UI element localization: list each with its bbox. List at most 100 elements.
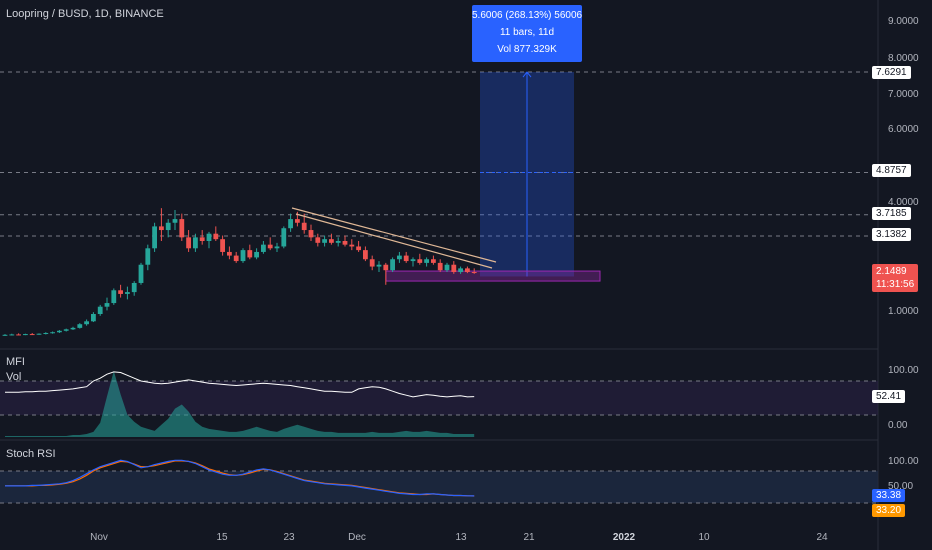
candle-body xyxy=(97,306,103,314)
candle-body xyxy=(363,250,368,260)
candle-body xyxy=(23,334,28,336)
candle-body xyxy=(206,233,212,241)
time-tick: Dec xyxy=(348,532,366,543)
candle-body xyxy=(315,237,321,243)
candle-body xyxy=(50,332,55,334)
stoch-tick: 50.00 xyxy=(888,481,914,492)
candle-body xyxy=(465,268,470,273)
price-scale[interactable]: 9.0000 8.0000 7.0000 6.0000 4.0000 1.000… xyxy=(878,0,932,550)
candle-body xyxy=(274,246,280,249)
projection-volume: Vol 877.329K xyxy=(497,44,557,55)
candle-body xyxy=(431,259,436,263)
mfi-line xyxy=(5,371,475,398)
candle-body xyxy=(159,226,164,231)
candle-body xyxy=(29,334,35,336)
candle-body xyxy=(403,255,409,262)
candle-body xyxy=(329,239,334,243)
candle-body xyxy=(288,219,293,229)
level-label: 3.1382 xyxy=(872,228,911,241)
candle-body xyxy=(301,222,307,231)
candle-body xyxy=(322,239,327,243)
price-tick: 4.0000 xyxy=(888,197,919,208)
candle-body xyxy=(335,241,341,243)
chart-title[interactable]: Loopring / BUSD, 1D, BINANCE xyxy=(6,8,164,20)
candle-body xyxy=(295,219,300,223)
candle-body xyxy=(36,333,42,335)
candle-body xyxy=(152,226,157,249)
candle-body xyxy=(376,264,382,267)
time-tick: 24 xyxy=(816,532,828,543)
support-zone-rect[interactable] xyxy=(385,270,601,282)
candle-body xyxy=(410,259,416,262)
stoch-k-value-label: 33.38 xyxy=(872,489,906,502)
candle-body xyxy=(91,314,96,322)
candle-body xyxy=(227,251,232,256)
bar-countdown: 11:31:56 xyxy=(876,279,915,290)
horizontal-levels xyxy=(0,71,878,237)
candle-body xyxy=(199,237,205,241)
trendline[interactable] xyxy=(295,213,493,269)
candle-body xyxy=(220,239,225,252)
candle-body xyxy=(145,248,151,265)
candle-body xyxy=(247,250,253,258)
mfi-tick: 0.00 xyxy=(888,420,908,431)
time-tick: 15 xyxy=(216,532,228,543)
candle-body xyxy=(451,264,457,273)
mfi-label[interactable]: MFI xyxy=(6,356,25,368)
candle-body xyxy=(165,222,171,231)
candle-body xyxy=(349,244,355,247)
mfi-band xyxy=(0,381,878,415)
candle-body xyxy=(417,259,423,263)
candle-body xyxy=(172,219,178,223)
stoch-rsi-label[interactable]: Stoch RSI xyxy=(6,448,56,460)
price-projection[interactable] xyxy=(480,71,574,277)
candle-body xyxy=(240,250,246,262)
candle-body xyxy=(261,244,266,252)
mfi-value-label: 52.41 xyxy=(872,390,906,403)
projection-tooltip: 5.6006 (268.13%) 56006 11 bars, 11d Vol … xyxy=(472,5,582,62)
price-tick: 1.0000 xyxy=(888,306,919,317)
price-tick: 9.0000 xyxy=(888,16,919,27)
candle-body xyxy=(444,264,450,271)
candle-body xyxy=(179,219,185,238)
volume-label[interactable]: Vol xyxy=(6,371,22,383)
trendlines[interactable] xyxy=(291,207,497,269)
candle-body xyxy=(63,329,69,331)
candle-body xyxy=(186,237,191,249)
candle-body xyxy=(70,327,76,330)
volume-area xyxy=(5,371,475,437)
price-tick: 7.0000 xyxy=(888,89,919,100)
candle-body xyxy=(2,334,8,336)
current-price: 2.1489 xyxy=(876,266,907,277)
projection-change: 5.6006 (268.13%) 56006 xyxy=(472,10,583,21)
stoch-d-value-label: 33.20 xyxy=(872,504,906,517)
support-zone[interactable] xyxy=(385,270,601,282)
candle-body xyxy=(111,290,117,304)
current-price-badge: 2.1489 11:31:56 xyxy=(872,264,919,292)
level-label: 7.6291 xyxy=(872,66,911,79)
time-tick: 10 xyxy=(698,532,710,543)
stoch-band xyxy=(0,471,878,503)
candle-body xyxy=(84,321,89,325)
candle-body xyxy=(383,264,389,271)
candle-body xyxy=(390,259,395,271)
projection-arrow-head xyxy=(522,71,532,78)
time-tick: 2022 xyxy=(612,532,636,543)
trendline[interactable] xyxy=(291,207,497,263)
candlestick-series xyxy=(2,208,477,336)
candle-body xyxy=(397,255,402,260)
candle-body xyxy=(458,268,463,273)
stoch-tick: 100.00 xyxy=(888,456,919,467)
candle-body xyxy=(57,330,62,333)
candle-body xyxy=(77,324,83,328)
time-tick: 21 xyxy=(523,532,535,543)
level-label: 3.7185 xyxy=(872,207,911,220)
candle-body xyxy=(342,241,348,245)
candle-body xyxy=(356,246,361,251)
time-tick: 23 xyxy=(283,532,295,543)
level-label: 4.8757 xyxy=(872,164,911,177)
candle-body xyxy=(104,303,110,307)
candle-body xyxy=(437,262,443,271)
price-tick: 6.0000 xyxy=(888,124,919,135)
